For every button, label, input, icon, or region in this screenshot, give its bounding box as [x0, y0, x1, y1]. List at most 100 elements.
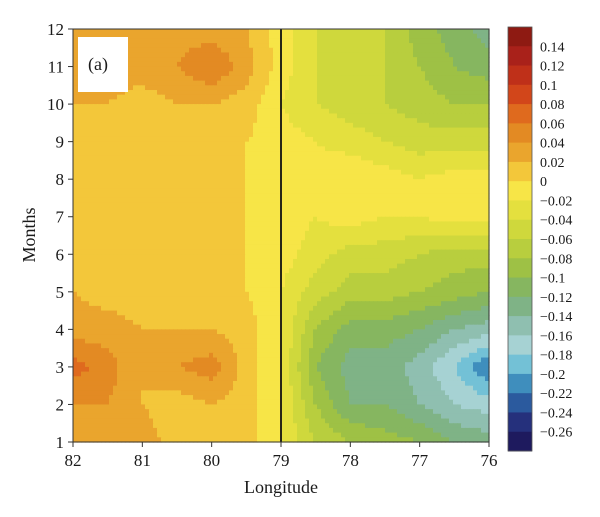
contour-cell [137, 85, 142, 91]
contour-cell [161, 71, 166, 77]
contour-cell [381, 226, 386, 232]
contour-cell [205, 155, 210, 162]
contour-cell [145, 122, 150, 129]
contour-cell [361, 75, 366, 82]
contour-cell [233, 104, 238, 110]
contour-cell [113, 249, 118, 255]
contour-cell [357, 85, 362, 91]
contour-cell [477, 33, 482, 39]
contour-cell [361, 197, 366, 204]
contour-cell [173, 202, 178, 208]
contour-cell [229, 38, 234, 44]
contour-cell [329, 38, 334, 44]
contour-cell [405, 202, 410, 208]
contour-cell [161, 146, 166, 152]
contour-cell [329, 99, 334, 105]
contour-cell [201, 202, 206, 208]
contour-cell [397, 108, 402, 115]
contour-cell [237, 47, 242, 54]
contour-cell [257, 183, 262, 190]
contour-cell [333, 132, 338, 138]
contour-cell [381, 75, 386, 82]
contour-cell [329, 136, 334, 143]
contour-cell [377, 127, 382, 133]
contour-cell [333, 183, 338, 190]
contour-cell [365, 155, 370, 162]
contour-cell [73, 193, 78, 199]
contour-cell [233, 85, 238, 91]
contour-cell [453, 118, 458, 124]
contour-cell [165, 212, 170, 218]
contour-cell [113, 122, 118, 129]
contour-cell [381, 66, 386, 72]
contour-cell [273, 99, 278, 105]
contour-cell [157, 193, 162, 199]
contour-cell [357, 57, 362, 63]
contour-cell [269, 136, 274, 143]
contour-cell [261, 235, 266, 241]
contour-cell [81, 94, 86, 100]
contour-cell [481, 66, 486, 72]
contour-cell [153, 207, 158, 213]
contour-cell [293, 127, 298, 133]
contour-cell [169, 85, 174, 91]
contour-cell [217, 43, 222, 49]
contour-cell [333, 160, 338, 166]
contour-cell [373, 240, 378, 246]
contour-cell [141, 61, 146, 68]
contour-cell [313, 90, 318, 96]
contour-cell [133, 47, 138, 54]
contour-cell [173, 221, 178, 227]
contour-cell [185, 179, 190, 185]
contour-cell [157, 43, 162, 49]
contour-cell [245, 71, 250, 77]
contour-cell [385, 240, 390, 246]
contour-cell [417, 118, 422, 124]
contour-cell [113, 174, 118, 180]
contour-cell [405, 197, 410, 204]
contour-cell [393, 118, 398, 124]
contour-cell [341, 85, 346, 91]
contour-cell [197, 122, 202, 129]
contour-cell [353, 193, 358, 199]
contour-cell [313, 94, 318, 100]
contour-cell [321, 90, 326, 96]
contour-cell [85, 169, 90, 176]
contour-cell [137, 165, 142, 171]
contour-cell [401, 104, 406, 110]
contour-cell [233, 207, 238, 213]
contour-cell [197, 104, 202, 110]
contour-cell [173, 127, 178, 133]
contour-cell [397, 221, 402, 227]
contour-cell [161, 94, 166, 100]
contour-cell [77, 104, 82, 110]
contour-cell [453, 202, 458, 208]
contour-cell [153, 183, 158, 190]
contour-cell [309, 122, 314, 129]
contour-cell [321, 179, 326, 185]
contour-cell [465, 146, 470, 152]
contour-cell [209, 61, 214, 68]
contour-cell [265, 235, 270, 241]
contour-cell [417, 61, 422, 68]
contour-cell [309, 155, 314, 162]
contour-cell [209, 193, 214, 199]
contour-cell [249, 216, 254, 223]
contour-cell [261, 33, 266, 39]
contour-cell [289, 146, 294, 152]
contour-cell [341, 240, 346, 246]
contour-cell [449, 212, 454, 218]
contour-cell [397, 179, 402, 185]
contour-cell [193, 61, 198, 68]
contour-cell [445, 113, 450, 119]
contour-cell [141, 221, 146, 227]
contour-cell [433, 104, 438, 110]
contour-cell [429, 94, 434, 100]
contour-cell [245, 155, 250, 162]
contour-cell [485, 108, 490, 115]
contour-cell [425, 207, 430, 213]
contour-cell [161, 240, 166, 246]
contour-cell [129, 71, 134, 77]
contour-cell [73, 183, 78, 190]
contour-cell [297, 226, 302, 232]
